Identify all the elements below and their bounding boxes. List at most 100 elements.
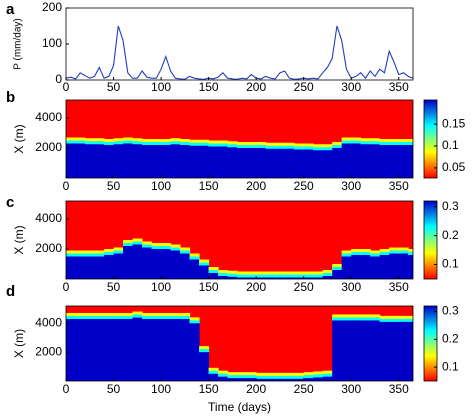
heatmap-column <box>199 352 210 381</box>
transition-band <box>113 141 124 146</box>
heatmap-column <box>199 265 210 279</box>
transition-band <box>398 142 409 146</box>
transition-band <box>199 349 210 354</box>
colorbar-tick-label: 0.05 <box>442 160 466 174</box>
transition-band <box>180 142 191 146</box>
panel-label: b <box>6 89 15 106</box>
transition-band <box>408 318 413 323</box>
plot-frame <box>65 305 414 382</box>
transition-band <box>265 375 276 380</box>
plot-frame <box>65 7 414 81</box>
x-tick-label: 0 <box>63 280 70 294</box>
heatmap-column <box>408 321 413 381</box>
transition-band <box>341 140 352 145</box>
transition-band <box>370 317 381 322</box>
transition-band <box>66 253 77 258</box>
heatmap-column <box>294 149 305 178</box>
heatmap-column <box>313 377 324 381</box>
heatmap-column <box>379 145 390 178</box>
transition-band <box>275 274 286 279</box>
transition-band <box>85 253 96 258</box>
x-tick-label: 150 <box>199 179 219 193</box>
transition-band <box>189 256 200 261</box>
heatmap-column <box>341 143 352 178</box>
heatmap-column <box>113 318 124 381</box>
transition-band <box>218 143 229 148</box>
transition-band <box>161 315 172 320</box>
y-axis-label: X (m) <box>12 329 26 358</box>
transition-band <box>313 147 324 152</box>
transition-band <box>265 274 276 279</box>
plot-frame <box>65 200 414 280</box>
heatmap-column <box>151 145 162 178</box>
transition-band <box>227 273 238 278</box>
heatmap-column <box>85 144 96 178</box>
transition-band <box>275 145 286 150</box>
x-tick-label: 200 <box>246 80 266 94</box>
transition-band <box>370 253 381 258</box>
heatmap-column <box>351 255 362 279</box>
transition-band <box>351 317 362 322</box>
transition-band <box>408 252 413 256</box>
heatmap-column <box>379 321 390 381</box>
transition-band <box>132 141 143 146</box>
heatmap-column <box>94 318 105 381</box>
heatmap-column <box>246 378 257 381</box>
heatmap-column <box>332 148 343 178</box>
transition-band <box>170 315 181 320</box>
transition-band <box>208 143 219 148</box>
transition-band <box>75 315 86 320</box>
x-tick-label: 50 <box>107 280 121 294</box>
heatmap-column <box>303 277 314 279</box>
heatmap-column <box>142 247 153 279</box>
transition-band <box>341 317 352 322</box>
heatmap-column <box>246 277 257 279</box>
x-tick-label: 300 <box>341 382 361 396</box>
heatmap-column <box>142 145 153 178</box>
transition-band <box>104 252 115 256</box>
transition-band <box>94 253 105 258</box>
x-tick-label: 50 <box>107 80 121 94</box>
x-tick-label: 50 <box>107 179 121 193</box>
heatmap-column <box>246 148 257 178</box>
heatmap-column <box>275 378 286 381</box>
transition-band <box>66 140 77 145</box>
transition-band <box>313 274 324 279</box>
heatmap-column <box>341 256 352 279</box>
heatmap-column <box>284 277 295 279</box>
transition-band <box>132 241 143 246</box>
heatmap-column <box>237 277 248 279</box>
transition-band <box>379 142 390 146</box>
heatmap-column <box>227 378 238 381</box>
transition-band <box>208 370 219 375</box>
transition-band <box>351 252 362 256</box>
heatmap-column <box>170 250 181 279</box>
transition-band <box>113 250 124 255</box>
transition-band <box>142 142 153 146</box>
transition-band <box>218 373 229 378</box>
y-axis-label: P (mm/day) <box>13 18 24 70</box>
heatmap-column <box>322 376 333 381</box>
x-tick-label: 50 <box>107 382 121 396</box>
transition-band <box>313 374 324 379</box>
transition-band <box>275 375 286 380</box>
heatmap-column <box>208 373 219 381</box>
x-tick-label: 300 <box>341 280 361 294</box>
transition-band <box>180 250 191 255</box>
heatmap-column <box>360 255 371 279</box>
colorbar <box>423 99 438 179</box>
plot-frame <box>65 99 414 179</box>
heatmap-column <box>332 270 343 279</box>
transition-band <box>132 314 143 319</box>
transition-band <box>256 145 267 149</box>
x-axis-label: Time (days) <box>208 400 271 414</box>
heatmap-column <box>189 145 200 178</box>
transition-band <box>408 142 413 146</box>
transition-band <box>341 253 352 258</box>
heatmap-column <box>256 378 267 381</box>
heatmap-column <box>303 149 314 178</box>
heatmap-column <box>294 378 305 381</box>
transition-band <box>104 142 115 146</box>
transition-band <box>370 141 381 146</box>
